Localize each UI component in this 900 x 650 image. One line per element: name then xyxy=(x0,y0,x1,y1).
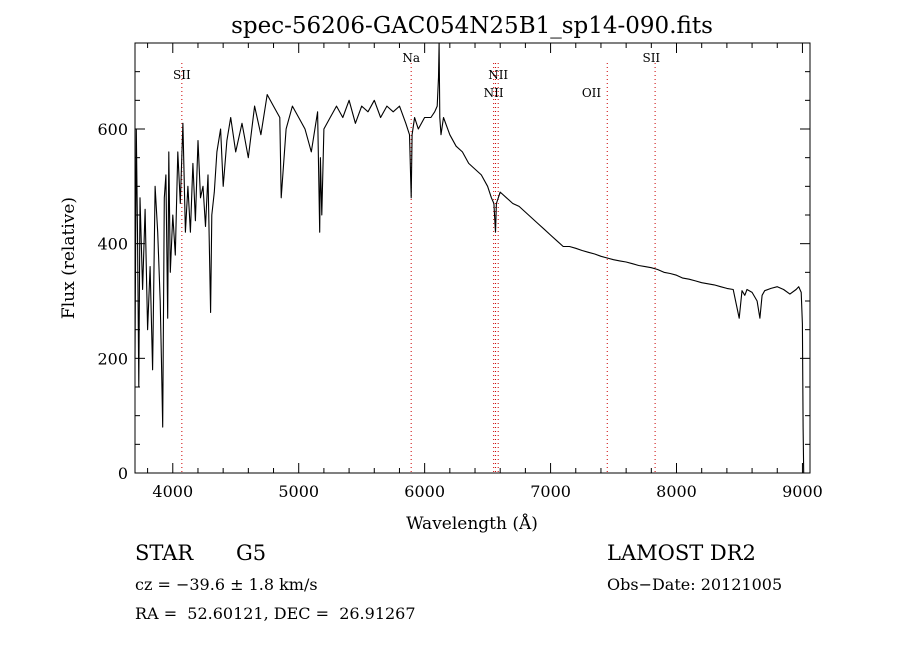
spectral-line-label: OII xyxy=(582,86,602,100)
observation-date: Obs−Date: 20121005 xyxy=(607,575,783,594)
sky-coordinates: RA = 52.60121, DEC = 26.91267 xyxy=(135,604,416,623)
x-tick-label: 6000 xyxy=(404,482,445,501)
x-tick-label: 7000 xyxy=(530,482,571,501)
line-labels: SII Na NII NII OII SII xyxy=(173,51,660,100)
object-class: STAR xyxy=(135,541,194,565)
x-tick-label: 5000 xyxy=(278,482,319,501)
redshift-velocity: cz = −39.6 ± 1.8 km/s xyxy=(135,575,318,594)
axes: 4000 5000 6000 7000 8000 9000 0 200 400 600 xyxy=(97,42,823,501)
emission-line-markers xyxy=(181,63,656,473)
y-tick-label: 200 xyxy=(97,349,128,368)
spectral-line-label: NII xyxy=(488,68,508,82)
x-tick-label: 8000 xyxy=(656,482,697,501)
plot-frame xyxy=(134,42,811,474)
x-tick-label: 4000 xyxy=(152,482,193,501)
spectral-line-label: Na xyxy=(402,51,420,65)
chart-title: spec-56206-GAC054N25B1_sp14-090.fits xyxy=(231,13,713,39)
survey-name: LAMOST DR2 xyxy=(607,541,756,565)
spectral-line-label: SII xyxy=(173,68,191,82)
x-axis-label: Wavelength (Å) xyxy=(406,513,538,534)
y-tick-label: 0 xyxy=(118,464,128,483)
x-tick-label: 9000 xyxy=(782,482,823,501)
y-tick-label: 600 xyxy=(97,120,128,139)
series-layer xyxy=(134,42,805,474)
spectrum-line xyxy=(134,42,805,474)
object-subclass: G5 xyxy=(236,541,267,565)
y-axis-label: Flux (relative) xyxy=(59,197,79,319)
spectral-line-label: NII xyxy=(484,86,504,100)
spectral-line-label: SII xyxy=(642,51,660,65)
y-tick-label: 400 xyxy=(97,235,128,254)
